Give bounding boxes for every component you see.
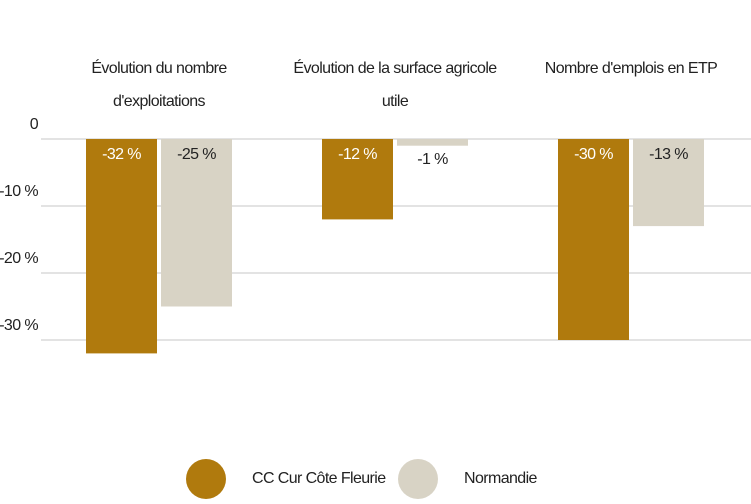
bar xyxy=(322,139,393,220)
bar xyxy=(558,139,629,340)
category-title: Nombre d'emplois en ETP xyxy=(544,60,718,77)
legend-swatch xyxy=(186,459,226,499)
category-title: Évolution de la surface agricole utile xyxy=(293,60,497,110)
bar xyxy=(161,139,232,307)
legend-swatch xyxy=(398,459,438,499)
bar xyxy=(633,139,704,227)
value-label: -25 % xyxy=(177,146,216,163)
legend-label: Normandie xyxy=(464,470,538,487)
bar xyxy=(86,139,157,354)
y-tick-label: -30 % xyxy=(0,317,38,334)
legend-label: CC Cur Côte Fleurie xyxy=(252,470,386,487)
y-tick-label: 0 xyxy=(30,116,39,133)
value-label: -13 % xyxy=(649,146,688,163)
bar xyxy=(397,139,468,146)
value-label: -1 % xyxy=(417,151,448,168)
value-label: -12 % xyxy=(338,146,377,163)
value-label: -32 % xyxy=(102,146,141,163)
category-title: Évolution du nombre d'exploitations xyxy=(91,60,227,110)
y-tick-label: -20 % xyxy=(0,250,38,267)
value-label: -30 % xyxy=(574,146,613,163)
y-tick-label: -10 % xyxy=(0,183,38,200)
